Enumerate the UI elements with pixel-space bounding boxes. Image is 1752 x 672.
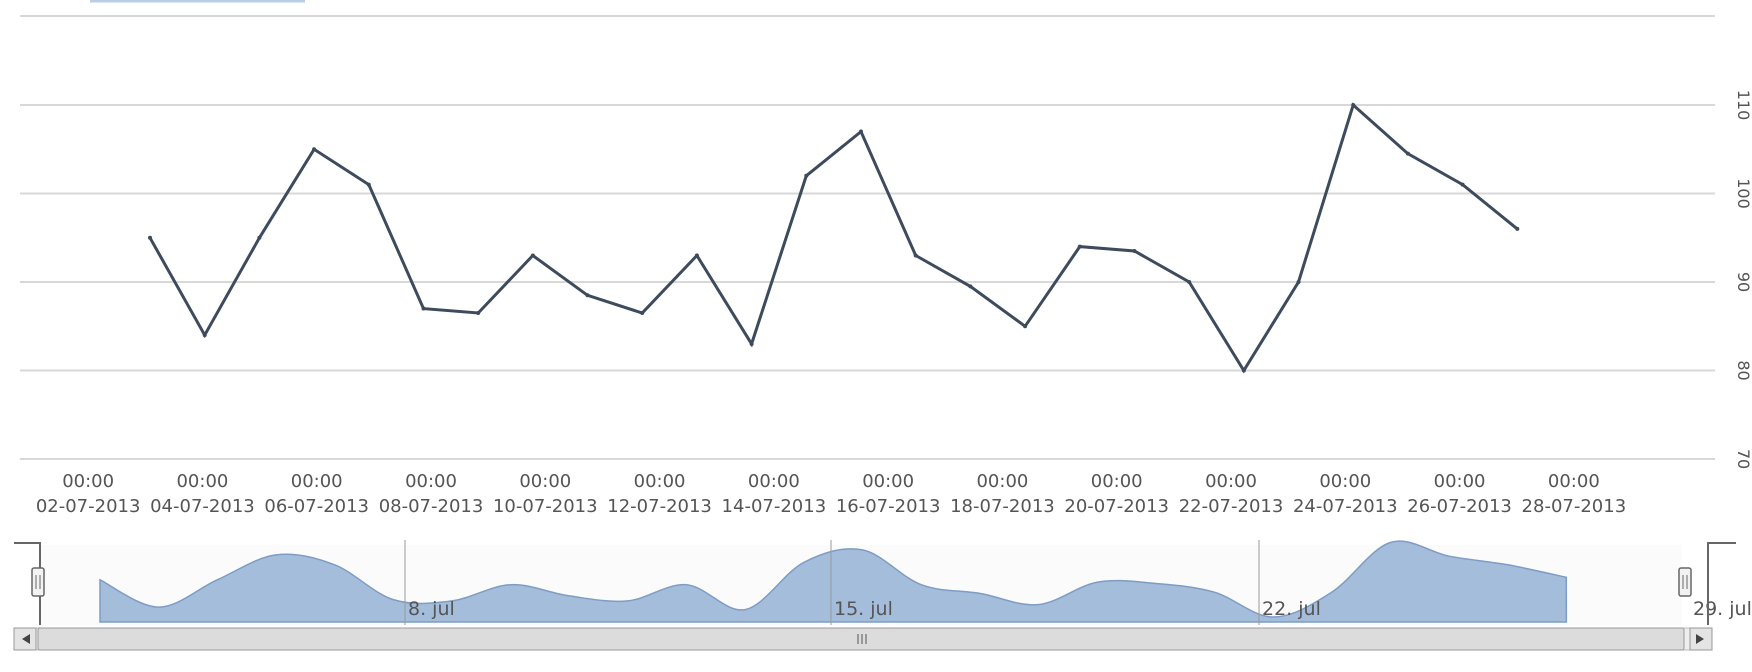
data-point[interactable] <box>1132 249 1137 254</box>
x-tick-date: 12-07-2013 <box>607 496 712 517</box>
data-point[interactable] <box>421 306 426 311</box>
navigator-frame-left <box>14 542 41 625</box>
data-point[interactable] <box>366 182 371 187</box>
x-tick-date: 14-07-2013 <box>722 496 827 517</box>
data-point[interactable] <box>749 341 754 346</box>
x-tick-date: 24-07-2013 <box>1293 496 1398 517</box>
data-point[interactable] <box>1077 244 1082 249</box>
data-point[interactable] <box>640 310 645 315</box>
navigator-area <box>99 540 1568 623</box>
x-tick-time: 00:00 <box>862 471 914 492</box>
x-tick-date: 26-07-2013 <box>1407 496 1512 517</box>
y-tick-label: 100 <box>1734 178 1752 209</box>
y-tick-label: 90 <box>1734 272 1752 292</box>
data-point[interactable] <box>913 253 918 258</box>
x-tick-date: 20-07-2013 <box>1064 496 1169 517</box>
data-point[interactable] <box>530 253 535 258</box>
data-point[interactable] <box>1241 368 1246 373</box>
y-axis: 70 80 90 100 110 <box>1734 90 1752 469</box>
series-line <box>148 102 1519 374</box>
price-series <box>148 102 1520 374</box>
navigator-label: 22. jul <box>1262 598 1321 620</box>
x-tick-date: 02-07-2013 <box>36 496 141 517</box>
data-point[interactable] <box>476 310 481 315</box>
x-tick-time: 00:00 <box>976 471 1028 492</box>
x-tick-time: 00:00 <box>176 471 228 492</box>
x-tick-time: 00:00 <box>634 471 686 492</box>
x-tick-time: 00:00 <box>748 471 800 492</box>
scrollbar-right-button[interactable] <box>1689 627 1713 651</box>
data-point[interactable] <box>1405 151 1410 156</box>
navigator-handle-left[interactable] <box>31 567 45 597</box>
x-tick-date: 28-07-2013 <box>1522 496 1627 517</box>
scrollbar-right-arrow-icon <box>1696 634 1704 644</box>
data-point[interactable] <box>1515 226 1520 231</box>
x-tick-date: 16-07-2013 <box>836 496 941 517</box>
x-tick-time: 00:00 <box>1205 471 1257 492</box>
scrollbar-left-button[interactable] <box>13 627 37 651</box>
x-tick-date: 04-07-2013 <box>150 496 255 517</box>
y-tick-label: 80 <box>1734 360 1752 380</box>
navigator-frame-right <box>1707 542 1736 625</box>
x-axis: 00:00 02-07-2013 00:00 04-07-2013 00:00 06-07… <box>36 471 1626 517</box>
scrollbar-thumb[interactable] <box>37 627 1685 651</box>
x-tick-time: 00:00 <box>405 471 457 492</box>
data-point[interactable] <box>1296 280 1301 284</box>
x-tick-time: 00:00 <box>1434 471 1486 492</box>
x-tick-date: 08-07-2013 <box>379 496 484 517</box>
navigator-label: 15. jul <box>834 598 893 620</box>
data-point[interactable] <box>859 129 863 134</box>
navigator-label: 29. jul <box>1693 598 1752 620</box>
data-point[interactable] <box>257 235 262 240</box>
x-tick-time: 00:00 <box>1319 471 1371 492</box>
x-tick-date: 06-07-2013 <box>264 496 369 517</box>
navigator[interactable]: 8. jul 15. jul 22. jul 29. jul <box>14 540 1752 625</box>
data-point[interactable] <box>202 333 207 338</box>
x-tick-time: 00:00 <box>1091 471 1143 492</box>
x-tick-date: 18-07-2013 <box>950 496 1055 517</box>
x-tick-date: 22-07-2013 <box>1179 496 1284 517</box>
navigator-handle-right[interactable] <box>1678 567 1692 597</box>
data-point[interactable] <box>1023 324 1028 329</box>
data-point[interactable] <box>804 173 809 178</box>
x-tick-time: 00:00 <box>62 471 114 492</box>
scrollbar[interactable] <box>13 627 1713 651</box>
scrollbar-left-arrow-icon <box>22 634 30 644</box>
data-point[interactable] <box>1351 103 1356 107</box>
x-tick-time: 00:00 <box>519 471 571 492</box>
data-point[interactable] <box>1460 182 1465 187</box>
navigator-label: 8. jul <box>408 598 455 620</box>
data-point[interactable] <box>148 235 152 240</box>
x-tick-time: 00:00 <box>291 471 343 492</box>
grid-layer <box>20 0 1715 460</box>
x-tick-date: 10-07-2013 <box>493 496 598 517</box>
data-point[interactable] <box>585 293 590 298</box>
data-point[interactable] <box>968 284 973 289</box>
x-tick-time: 00:00 <box>1548 471 1600 492</box>
y-tick-label: 70 <box>1734 449 1752 469</box>
data-point[interactable] <box>312 147 317 152</box>
y-tick-label: 110 <box>1734 90 1752 121</box>
data-point[interactable] <box>1187 280 1192 284</box>
data-point[interactable] <box>694 253 699 258</box>
